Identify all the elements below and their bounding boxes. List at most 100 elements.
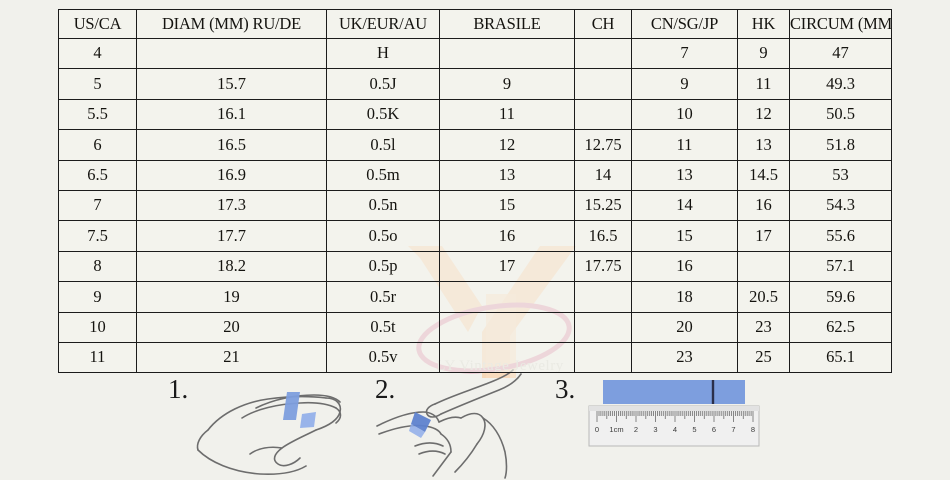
cell-diam: 19 <box>136 281 327 313</box>
cell-hk: 11 <box>737 68 790 100</box>
ring-size-table: US/CA DIAM (MM) RU/DE UK/EUR/AU BRASILE … <box>58 9 892 374</box>
cell-uk-eur-au: 0.5v <box>326 341 440 374</box>
cell-ch: 15.25 <box>574 189 632 222</box>
cell-cn-sg-jp: 7 <box>631 37 738 70</box>
cell-diam: 21 <box>136 341 327 374</box>
table-row: 5.5 16.1 0.5K 11 10 12 50.5 <box>58 98 892 131</box>
ruler-tick-label: 6 <box>712 425 716 434</box>
cell-uk-eur-au: 0.5l <box>326 129 440 161</box>
table-row: 8 18.2 0.5p 17 17.75 16 57.1 <box>58 250 892 283</box>
cell-cn-sg-jp: 20 <box>631 311 738 343</box>
table-row: 9 19 0.5r 18 20.5 59.6 <box>58 281 892 313</box>
cell-uk-eur-au: 0.5m <box>326 159 440 191</box>
cell-brasile: 12 <box>439 129 575 161</box>
cell-brasile <box>439 37 575 70</box>
cell-diam <box>136 37 327 70</box>
cell-brasile: 15 <box>439 189 575 222</box>
cell-us-ca: 8 <box>58 250 137 283</box>
cell-brasile: 16 <box>439 220 575 252</box>
cell-us-ca: 10 <box>58 311 137 343</box>
column-header-ch: CH <box>574 9 632 39</box>
step-2-number: 2. <box>375 374 396 404</box>
ruler-tick-label: 3 <box>653 425 657 434</box>
cell-cn-sg-jp: 14 <box>631 189 738 222</box>
table-row: 10 20 0.5t 20 23 62.5 <box>58 311 892 343</box>
cell-diam: 16.9 <box>136 159 327 191</box>
cell-uk-eur-au: 0.5K <box>326 98 440 131</box>
cell-uk-eur-au: 0.5r <box>326 281 440 313</box>
cell-us-ca: 7 <box>58 189 137 222</box>
ruler-tick-label: 8 <box>751 425 755 434</box>
ruler-measuring-strip-icon: 0 1cm 2 3 4 5 6 7 8 <box>588 380 760 447</box>
ruler-ticks <box>596 411 754 422</box>
ruler-tick-label: 1cm <box>609 425 623 434</box>
cell-hk: 14.5 <box>737 159 790 191</box>
cell-hk: 16 <box>737 189 790 222</box>
cell-cn-sg-jp: 23 <box>631 341 738 374</box>
cell-us-ca: 6.5 <box>58 159 137 191</box>
cell-diam: 16.5 <box>136 129 327 161</box>
step-1-number: 1. <box>168 374 189 404</box>
cell-cn-sg-jp: 9 <box>631 68 738 100</box>
paper-strip-band <box>603 380 745 404</box>
table-row: 11 21 0.5v 23 25 65.1 <box>58 341 892 374</box>
cell-cn-sg-jp: 13 <box>631 159 738 191</box>
cell-brasile <box>439 311 575 343</box>
cell-ch <box>574 311 632 343</box>
cell-brasile <box>439 341 575 374</box>
cell-us-ca: 5 <box>58 68 137 100</box>
column-header-circum: CIRCUM (MM) <box>789 9 892 39</box>
cell-us-ca: 9 <box>58 281 137 313</box>
column-header-us-ca: US/CA <box>58 9 137 39</box>
cell-hk: 23 <box>737 311 790 343</box>
cell-circum: 54.3 <box>789 189 892 222</box>
cell-ch <box>574 281 632 313</box>
cell-hk: 25 <box>737 341 790 374</box>
cell-us-ca: 5.5 <box>58 98 137 131</box>
cell-circum: 53 <box>789 159 892 191</box>
cell-cn-sg-jp: 11 <box>631 129 738 161</box>
cell-cn-sg-jp: 18 <box>631 281 738 313</box>
cell-circum: 51.8 <box>789 129 892 161</box>
cell-us-ca: 6 <box>58 129 137 161</box>
cell-diam: 17.7 <box>136 220 327 252</box>
paper-strip-band <box>283 392 316 428</box>
ruler-tick-labels: 0 1cm 2 3 4 5 6 7 8 <box>595 425 755 434</box>
cell-us-ca: 7.5 <box>58 220 137 252</box>
table-row: 7 17.3 0.5n 15 15.25 14 16 54.3 <box>58 189 892 222</box>
cell-uk-eur-au: 0.5o <box>326 220 440 252</box>
cell-circum: 59.6 <box>789 281 892 313</box>
step-3-illustration: 3. 0 1cm 2 3 4 5 6 7 8 <box>555 368 795 480</box>
table-row: 5 15.7 0.5J 9 9 11 49.3 <box>58 68 892 100</box>
cell-hk: 9 <box>737 37 790 70</box>
cell-ch <box>574 37 632 70</box>
ruler-tick-label: 5 <box>692 425 696 434</box>
cell-circum: 65.1 <box>789 341 892 374</box>
cell-hk: 20.5 <box>737 281 790 313</box>
cell-us-ca: 11 <box>58 341 137 374</box>
cell-uk-eur-au: 0.5n <box>326 189 440 222</box>
cell-uk-eur-au: 0.5J <box>326 68 440 100</box>
column-header-cn-sg-jp: CN/SG/JP <box>631 9 738 39</box>
cell-uk-eur-au: H <box>326 37 440 70</box>
cell-ch <box>574 341 632 374</box>
table-body: 4 H 7 9 47 5 15.7 0.5J 9 9 11 49.3 5.5 16.1 0.5K 11 10 12… <box>58 37 892 374</box>
cell-hk: 17 <box>737 220 790 252</box>
ruler-tick-label: 0 <box>595 425 599 434</box>
cell-diam: 16.1 <box>136 98 327 131</box>
step-3-number: 3. <box>555 374 576 404</box>
step-1-illustration: 1. <box>150 368 380 480</box>
table-row: 6 16.5 0.5l 12 12.75 11 13 51.8 <box>58 129 892 161</box>
column-header-hk: HK <box>737 9 790 39</box>
cell-uk-eur-au: 0.5t <box>326 311 440 343</box>
cell-circum: 49.3 <box>789 68 892 100</box>
cell-diam: 17.3 <box>136 189 327 222</box>
cell-brasile: 17 <box>439 250 575 283</box>
cell-brasile: 9 <box>439 68 575 100</box>
hand-marking-strip-with-pen-icon <box>376 369 522 479</box>
table-row: 7.5 17.7 0.5o 16 16.5 15 17 55.6 <box>58 220 892 252</box>
cell-ch <box>574 68 632 100</box>
cell-circum: 57.1 <box>789 250 892 283</box>
column-header-brasile: BRASILE <box>439 9 575 39</box>
cell-diam: 18.2 <box>136 250 327 283</box>
